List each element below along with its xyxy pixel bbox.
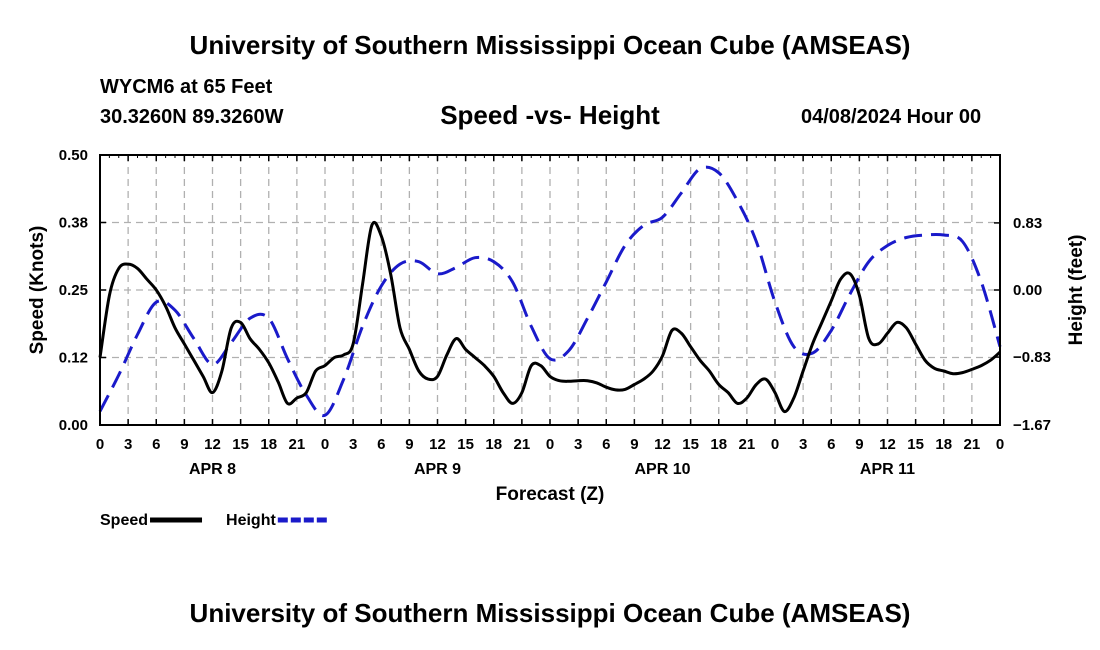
height-series-line xyxy=(98,165,1002,418)
y2-tick-label: −1.67 xyxy=(1013,417,1051,434)
y-axis-label: Speed (Knots) xyxy=(27,226,48,355)
x-tick-label: 18 xyxy=(485,436,502,453)
x-tick-label: 0 xyxy=(996,436,1004,453)
speed-legend-label: Speed xyxy=(100,512,148,529)
x-tick-label: 9 xyxy=(630,436,638,453)
x-tick-label: 9 xyxy=(180,436,188,453)
y2-tick-label: −0.83 xyxy=(1013,349,1051,366)
day-label: APR 9 xyxy=(414,461,461,478)
speed-series-line xyxy=(98,220,1001,414)
x-tick-label: 3 xyxy=(574,436,582,453)
x-tick-label: 21 xyxy=(739,436,756,453)
day-label: APR 11 xyxy=(860,461,915,478)
height-legend-label: Height xyxy=(226,512,276,529)
x-tick-label: 21 xyxy=(514,436,531,453)
x-tick-label: 18 xyxy=(260,436,277,453)
x-tick-label: 15 xyxy=(232,436,249,453)
forecast-date-label: 04/08/2024 Hour 00 xyxy=(801,106,982,128)
x-tick-label: 12 xyxy=(204,436,221,453)
x-tick-label: 9 xyxy=(855,436,863,453)
y-tick-label: 0.00 xyxy=(59,417,88,434)
y2-tick-label: 0.00 xyxy=(1013,282,1042,299)
x-tick-label: 21 xyxy=(964,436,981,453)
x-tick-label: 0 xyxy=(321,436,329,453)
x-tick-label: 12 xyxy=(654,436,671,453)
x-tick-label: 18 xyxy=(710,436,727,453)
chart-title: University of Southern Mississippi Ocean… xyxy=(189,30,911,60)
x-tick-label: 15 xyxy=(682,436,699,453)
x-tick-label: 3 xyxy=(799,436,807,453)
x-tick-label: 3 xyxy=(124,436,132,453)
coordinates-label: 30.3260N 89.3260W xyxy=(100,106,284,128)
x-tick-label: 18 xyxy=(935,436,952,453)
station-label: WYCM6 at 65 Feet xyxy=(100,76,273,98)
x-tick-label: 15 xyxy=(907,436,924,453)
y-tick-label: 0.50 xyxy=(59,147,88,164)
y-tick-label: 0.25 xyxy=(59,282,88,299)
x-tick-label: 12 xyxy=(879,436,896,453)
x-axis-label: Forecast (Z) xyxy=(496,484,605,505)
y-tick-label: 0.38 xyxy=(59,215,88,232)
x-tick-label: 0 xyxy=(771,436,779,453)
x-tick-label: 15 xyxy=(457,436,474,453)
x-tick-label: 0 xyxy=(96,436,104,453)
x-tick-label: 21 xyxy=(289,436,306,453)
x-tick-label: 9 xyxy=(405,436,413,453)
x-tick-label: 3 xyxy=(349,436,357,453)
x-tick-label: 0 xyxy=(546,436,554,453)
y2-axis-label: Height (feet) xyxy=(1066,235,1087,346)
chart-subtitle: Speed -vs- Height xyxy=(440,100,660,130)
footer-title: University of Southern Mississippi Ocean… xyxy=(189,598,911,628)
x-tick-label: 6 xyxy=(377,436,385,453)
x-tick-label: 6 xyxy=(602,436,610,453)
y2-tick-label: 0.83 xyxy=(1013,215,1042,232)
day-label: APR 10 xyxy=(634,461,690,478)
y-tick-label: 0.12 xyxy=(59,350,88,367)
x-tick-label: 6 xyxy=(827,436,835,453)
day-label: APR 8 xyxy=(189,461,236,478)
x-tick-label: 6 xyxy=(152,436,160,453)
x-tick-label: 12 xyxy=(429,436,446,453)
